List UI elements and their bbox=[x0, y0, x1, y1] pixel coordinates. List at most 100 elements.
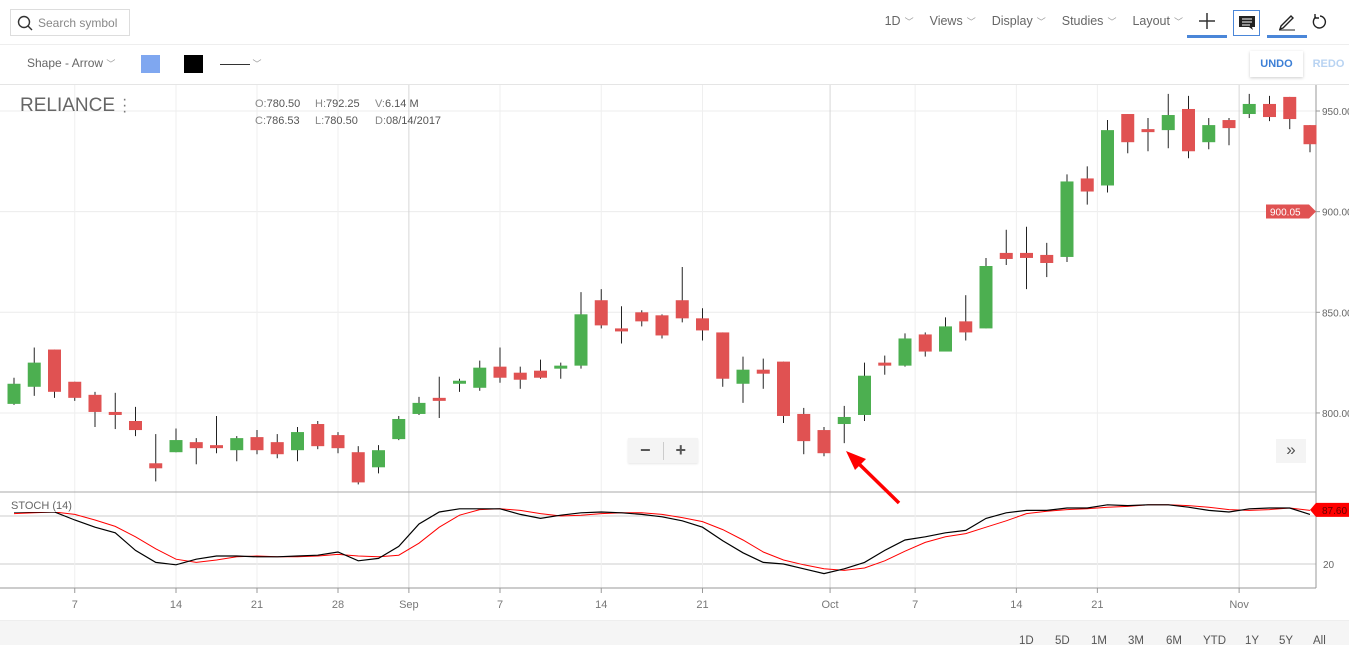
study-label[interactable]: STOCH (14) bbox=[9, 500, 74, 512]
candle-body bbox=[675, 300, 689, 319]
candle bbox=[554, 362, 568, 379]
candle bbox=[655, 314, 669, 339]
range-1d[interactable]: 1D bbox=[1019, 635, 1034, 647]
range-6m[interactable]: 6M bbox=[1166, 635, 1182, 647]
candle bbox=[939, 317, 952, 352]
ohlc-row-2: C:786.53 L:780.50 D:08/14/2017 bbox=[255, 115, 441, 127]
last-price-label: 900.05 bbox=[1270, 208, 1301, 219]
redo-button[interactable]: REDO bbox=[1312, 58, 1345, 70]
candle-body bbox=[230, 438, 244, 451]
range-all[interactable]: All bbox=[1313, 635, 1326, 647]
candle bbox=[250, 430, 264, 455]
candle-body bbox=[392, 418, 406, 440]
fill-color-swatch[interactable] bbox=[141, 55, 160, 73]
line-style-select[interactable]: ﹀ bbox=[220, 57, 262, 70]
search-icon bbox=[17, 15, 33, 30]
line-color-swatch[interactable] bbox=[184, 55, 203, 73]
stoch-value-tag bbox=[1310, 502, 1349, 517]
candle-body bbox=[615, 328, 628, 332]
time-tick-label: 28 bbox=[332, 599, 344, 611]
candle-body bbox=[837, 416, 851, 425]
menu-bar: 1D ﹀ Views ﹀ Display ﹀ Studies ﹀ Layout ﹀ bbox=[885, 14, 1183, 28]
zoom-out-button[interactable]: − bbox=[639, 440, 651, 460]
candle bbox=[837, 405, 851, 444]
candle bbox=[716, 332, 730, 387]
candle bbox=[797, 407, 811, 455]
candle bbox=[858, 362, 871, 422]
menu-label: Display bbox=[991, 14, 1033, 28]
range-1y[interactable]: 1Y bbox=[1245, 635, 1260, 647]
candle-body bbox=[412, 402, 426, 414]
candle-body bbox=[655, 315, 669, 336]
comment-button[interactable] bbox=[1233, 10, 1260, 36]
shape-label: Shape - Arrow bbox=[27, 56, 104, 70]
candle-body bbox=[1080, 178, 1094, 192]
candle bbox=[493, 347, 507, 383]
candle-body bbox=[1161, 115, 1175, 131]
range-1m[interactable]: 1M bbox=[1091, 635, 1107, 647]
search-input[interactable]: Search symbol bbox=[10, 9, 130, 36]
range-5d[interactable]: 5D bbox=[1055, 635, 1070, 647]
candle bbox=[1222, 118, 1236, 146]
candle-body bbox=[331, 435, 345, 449]
draw-button[interactable] bbox=[1267, 6, 1307, 38]
reset-icon bbox=[1312, 14, 1326, 29]
display-menu[interactable]: Display ﹀ bbox=[992, 14, 1046, 28]
candle-body bbox=[999, 252, 1013, 259]
candle-body bbox=[291, 432, 304, 451]
studies-menu[interactable]: Studies ﹀ bbox=[1062, 14, 1117, 28]
symbol-menu-icon[interactable]: · · · bbox=[122, 91, 128, 120]
reset-button[interactable] bbox=[1300, 6, 1340, 38]
interval-menu[interactable]: 1D ﹀ bbox=[885, 14, 914, 28]
time-tick-label: 14 bbox=[1010, 599, 1022, 611]
time-tick-label: 21 bbox=[1091, 599, 1103, 611]
candle bbox=[169, 428, 183, 453]
time-tick-label: Nov bbox=[1229, 599, 1249, 611]
candle-body bbox=[1101, 130, 1114, 186]
candle-body bbox=[534, 370, 547, 378]
price-tick-label: 950.00 bbox=[1322, 107, 1349, 118]
layout-menu[interactable]: Layout ﹀ bbox=[1132, 14, 1183, 28]
ohlc-date: D:08/14/2017 bbox=[375, 115, 442, 127]
candle bbox=[68, 381, 82, 401]
candle-body bbox=[878, 362, 892, 366]
range-ytd[interactable]: YTD bbox=[1203, 635, 1226, 647]
candle bbox=[1263, 95, 1276, 122]
views-menu[interactable]: Views ﹀ bbox=[930, 14, 976, 28]
top-toolbar: Search symbol 1D ﹀ Views ﹀ Display ﹀ Studie… bbox=[0, 0, 1349, 45]
candle bbox=[999, 229, 1013, 265]
menu-label: Views bbox=[929, 14, 963, 28]
candle bbox=[898, 333, 912, 367]
drawn-arrow-head bbox=[846, 451, 866, 470]
price-chart[interactable]: 950.00 900.00 850.00 800.00 20 7 14 21 28 Sep 7 14 2… bbox=[0, 85, 1349, 620]
crosshair-button[interactable] bbox=[1187, 6, 1227, 38]
candle-body bbox=[68, 381, 82, 398]
symbol-name: RELIANCE bbox=[20, 95, 116, 116]
candle bbox=[918, 332, 932, 357]
candle bbox=[453, 378, 466, 392]
candle-body bbox=[898, 338, 912, 366]
time-tick-label: 14 bbox=[595, 599, 607, 611]
undo-button[interactable]: UNDO bbox=[1250, 51, 1303, 77]
range-5y[interactable]: 5Y bbox=[1279, 635, 1294, 647]
candle bbox=[1202, 118, 1216, 150]
candle-body bbox=[1121, 114, 1135, 143]
candle bbox=[432, 376, 446, 418]
zoom-in-button[interactable]: + bbox=[675, 440, 686, 460]
candle-body bbox=[473, 367, 487, 388]
range-bar: 1D 5D 1M 3M 6M YTD 1Y 5Y All bbox=[0, 620, 1349, 647]
chevron-down-icon: ﹀ bbox=[252, 59, 262, 69]
candle-body bbox=[493, 366, 507, 378]
time-tick-label: 21 bbox=[251, 599, 263, 611]
candle bbox=[959, 295, 973, 341]
ohlc-low: L:780.50 bbox=[315, 115, 358, 127]
candle bbox=[615, 306, 628, 344]
candle bbox=[1161, 93, 1175, 149]
shape-select[interactable]: Shape - Arrow ﹀ bbox=[27, 56, 115, 70]
candle bbox=[675, 267, 689, 323]
scroll-to-latest-button[interactable]: » bbox=[1276, 439, 1306, 463]
candle bbox=[1080, 166, 1094, 205]
candle-body bbox=[574, 314, 588, 366]
candle bbox=[270, 434, 284, 459]
range-3m[interactable]: 3M bbox=[1128, 635, 1144, 647]
